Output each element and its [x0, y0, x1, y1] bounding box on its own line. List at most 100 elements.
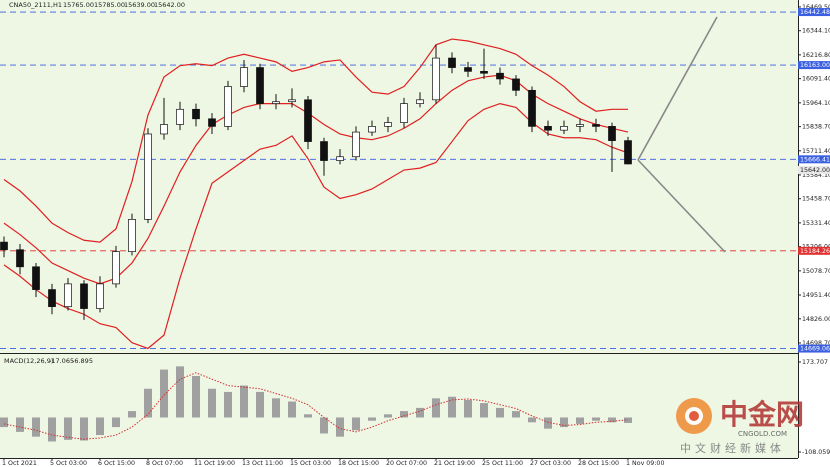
x-tick-label: 8 Oct 07:00 — [146, 460, 183, 467]
macd-value: -17.065 — [49, 357, 74, 365]
candle-body — [32, 266, 40, 290]
candle-body — [448, 57, 456, 68]
macd-bar — [592, 417, 600, 421]
macd-bar — [112, 417, 120, 428]
macd-bar — [288, 401, 296, 418]
candle-body — [608, 126, 616, 141]
macd-bar — [320, 417, 328, 434]
candle-body — [80, 283, 88, 309]
y-tick-label: 15838.70 — [802, 124, 830, 131]
level-label: 15184.26 — [800, 248, 830, 255]
candle-body — [368, 126, 376, 133]
macd-bar — [432, 398, 440, 418]
header-low: 15639.00 — [124, 1, 155, 9]
candle-body — [592, 124, 600, 127]
level-label-box — [798, 155, 830, 164]
candle-body — [16, 249, 24, 268]
candle-body — [304, 99, 312, 142]
candle-body — [208, 118, 216, 127]
macd-bar — [544, 417, 552, 429]
projection-down — [637, 159, 726, 253]
y-tick-label: 15458.70 — [802, 196, 830, 203]
projection-up — [637, 16, 718, 161]
macd-bar — [192, 375, 200, 418]
macd-signal — [3, 372, 629, 440]
macd-signal-value: -6.895 — [72, 357, 93, 365]
candle-body — [384, 122, 392, 127]
y-tick-label: 15964.10 — [802, 100, 830, 107]
candle-body — [432, 57, 440, 101]
candle-body — [128, 219, 136, 252]
x-tick-label: 18 Oct 15:00 — [338, 460, 379, 467]
macd-bar — [304, 414, 312, 418]
macd-bar — [64, 417, 72, 440]
candle-body — [272, 101, 280, 104]
macd-bar — [208, 388, 216, 418]
macd-bar — [496, 407, 504, 418]
watermark-name: 中金网 — [720, 398, 804, 431]
watermark: 中金网 CNGOLD.COM 中文财经新媒体 — [676, 398, 804, 455]
header-high: 15785.00 — [94, 1, 125, 9]
candle-body — [352, 131, 360, 158]
y-tick-label: 14698.70 — [802, 340, 830, 347]
x-tick-label: 5 Oct 03:00 — [50, 460, 87, 467]
x-tick-label: 1 Nov 09:00 — [626, 460, 664, 467]
candle-body — [144, 133, 152, 220]
x-tick-label: 1 Oct 2021 — [2, 460, 37, 467]
macd-bar — [176, 366, 184, 418]
macd-bar — [416, 407, 424, 418]
level-label-box — [798, 8, 830, 17]
macd-bar — [352, 417, 360, 431]
candle-body — [464, 67, 472, 72]
candle-body — [320, 141, 328, 161]
candle-body — [64, 283, 72, 307]
plot: 16469.50 16344.10 16216.80 16091.40 15964.10… — [0, 4, 830, 467]
candle-body — [496, 72, 504, 80]
x-tick-label: 13 Oct 11:00 — [242, 460, 283, 467]
candle-body — [224, 86, 232, 127]
x-tick-label: 27 Oct 03:00 — [530, 460, 571, 467]
level-label-box — [798, 61, 830, 70]
level-label: 16442.48 — [800, 9, 830, 16]
macd-bar — [80, 417, 88, 441]
y-tick-label: 15331.40 — [802, 220, 830, 227]
x-tick-label: 6 Oct 15:00 — [98, 460, 135, 467]
macd-bar — [480, 403, 488, 418]
macd-bar — [624, 417, 632, 423]
candle-body — [192, 108, 200, 120]
macd-bar — [384, 414, 392, 418]
level-label-box — [798, 246, 830, 255]
candle-body — [480, 70, 488, 74]
candle-body — [48, 289, 56, 307]
candle-body — [560, 126, 568, 131]
macd-bar — [96, 417, 104, 436]
macd-bar — [368, 417, 376, 421]
macd-bar — [528, 417, 536, 423]
y-tick-label: 15584.10 — [802, 172, 830, 179]
macd-bar — [448, 396, 456, 418]
macd-bar — [160, 369, 168, 418]
last-price-label: 15642.00 — [800, 167, 830, 174]
macd-bar — [400, 411, 408, 418]
candle-body — [528, 89, 536, 127]
macd-bar — [256, 391, 264, 418]
candle-body — [576, 124, 584, 127]
macd-bar — [576, 417, 584, 424]
candle-body — [544, 126, 552, 131]
candle-body — [288, 99, 296, 103]
candle-body — [176, 108, 184, 125]
macd-bar — [240, 385, 248, 418]
candle-body — [96, 283, 104, 309]
bollinger-upper — [3, 38, 628, 243]
macd-bar — [48, 417, 56, 442]
x-tick-label: 28 Oct 15:00 — [578, 460, 619, 467]
candle-body — [400, 103, 408, 123]
candle-body — [336, 156, 344, 161]
macd-bar — [560, 417, 568, 428]
watermark-slogan: 中文财经新媒体 — [680, 441, 785, 455]
macd-bar — [272, 398, 280, 418]
candle-body — [240, 67, 248, 87]
macd-bar — [16, 417, 24, 432]
